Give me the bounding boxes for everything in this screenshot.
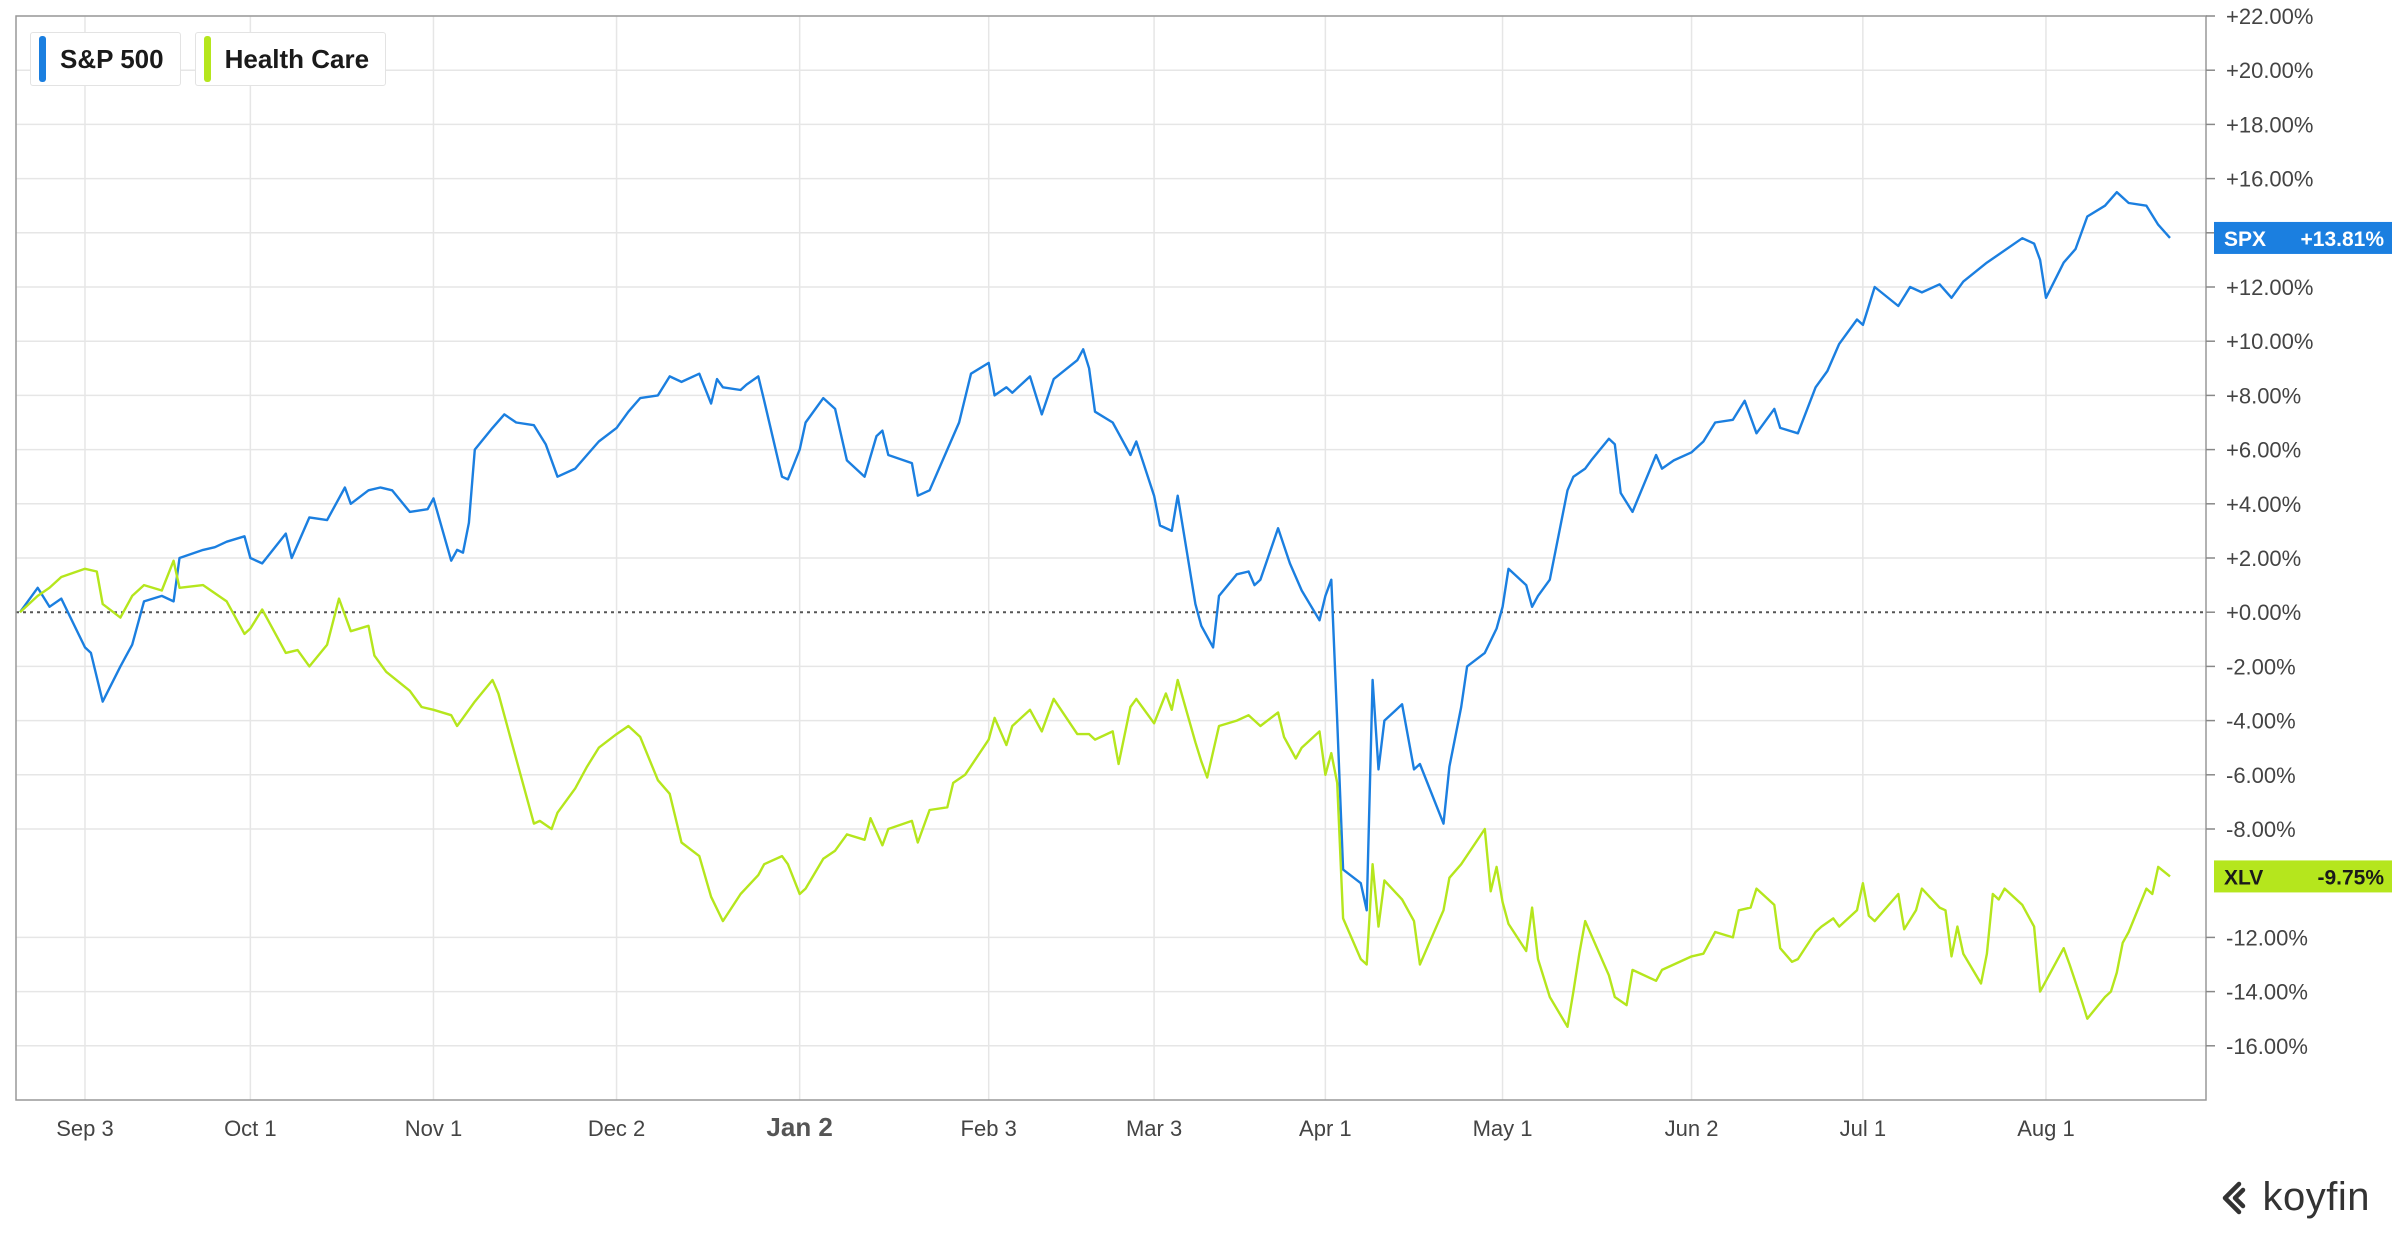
y-tick-label: +8.00% bbox=[2226, 383, 2301, 408]
last-value-badges: SPX +13.81% XLV -9.75% bbox=[2214, 221, 2392, 893]
x-tick-label: Feb 3 bbox=[961, 1116, 1017, 1141]
y-tick-label: +10.00% bbox=[2226, 329, 2313, 354]
y-tick-label: +18.00% bbox=[2226, 112, 2313, 137]
grid-layer bbox=[16, 15, 2206, 1100]
y-tick-label: +20.00% bbox=[2226, 58, 2313, 83]
y-tick-label: +12.00% bbox=[2226, 275, 2313, 300]
y-tick-label: +2.00% bbox=[2226, 546, 2301, 571]
legend: S&P 500 Health Care bbox=[30, 32, 387, 86]
badge-background bbox=[2214, 221, 2392, 254]
x-tick-label: Aug 1 bbox=[2017, 1116, 2075, 1141]
x-axis: Sep 3 Oct 1 Nov 1 Dec 2 Jan 2 Feb 3 Mar 3 Apr 1… bbox=[56, 1112, 2074, 1142]
badge-ticker: XLV bbox=[2224, 866, 2263, 889]
last-value-badge-xlv: XLV -9.75% bbox=[2214, 860, 2392, 893]
y-tick-label: -14.00% bbox=[2226, 980, 2308, 1005]
badge-value: -9.75% bbox=[2317, 866, 2384, 889]
x-tick-label: Sep 3 bbox=[56, 1116, 114, 1141]
x-tick-label: Oct 1 bbox=[224, 1116, 277, 1141]
y-tick-label: +16.00% bbox=[2226, 167, 2313, 192]
x-tick-label: Nov 1 bbox=[405, 1116, 462, 1141]
y-tick-label: -4.00% bbox=[2226, 709, 2296, 734]
badge-value: +13.81% bbox=[2301, 228, 2385, 251]
brand-logo[interactable]: koyfin bbox=[2217, 1175, 2371, 1220]
y-tick-label: -12.00% bbox=[2226, 925, 2308, 950]
y-tick-label: -2.00% bbox=[2226, 654, 2296, 679]
series-layer bbox=[19, 191, 2171, 1028]
y-tick-label: +6.00% bbox=[2226, 438, 2301, 463]
koyfin-logo-icon bbox=[2222, 1181, 2245, 1214]
y-axis: +22.00%+20.00%+18.00%+16.00%+14.00%+12.0… bbox=[2206, 4, 2313, 1059]
x-tick-label: Jul 1 bbox=[1840, 1116, 1886, 1141]
legend-item-health-care[interactable]: Health Care bbox=[194, 32, 387, 86]
x-tick-label: Apr 1 bbox=[1299, 1116, 1352, 1141]
x-tick-label: Mar 3 bbox=[1126, 1116, 1182, 1141]
badge-background bbox=[2214, 860, 2392, 893]
y-tick-label: -6.00% bbox=[2226, 763, 2296, 788]
legend-swatch-sp500 bbox=[39, 36, 46, 82]
y-tick-label: -8.00% bbox=[2226, 817, 2296, 842]
x-tick-label: Dec 2 bbox=[588, 1116, 645, 1141]
series-line-spx bbox=[19, 191, 2171, 912]
brand-name: koyfin bbox=[2262, 1175, 2370, 1219]
y-tick-label: +22.00% bbox=[2226, 4, 2313, 29]
y-tick-label: +4.00% bbox=[2226, 492, 2301, 517]
x-tick-label: Jan 2 bbox=[766, 1112, 833, 1142]
last-value-badge-spx: SPX +13.81% bbox=[2214, 221, 2392, 254]
badge-ticker: SPX bbox=[2224, 228, 2266, 251]
x-tick-label: Jun 2 bbox=[1665, 1116, 1719, 1141]
legend-item-sp500[interactable]: S&P 500 bbox=[30, 32, 181, 86]
x-tick-label: May 1 bbox=[1473, 1116, 1533, 1141]
legend-label-sp500: S&P 500 bbox=[60, 43, 164, 74]
legend-label-health-care: Health Care bbox=[224, 43, 370, 74]
series-line-xlv bbox=[19, 559, 2171, 1028]
y-tick-label: +0.00% bbox=[2226, 600, 2301, 625]
legend-swatch-health-care bbox=[203, 36, 211, 82]
y-tick-label: -16.00% bbox=[2226, 1034, 2308, 1059]
